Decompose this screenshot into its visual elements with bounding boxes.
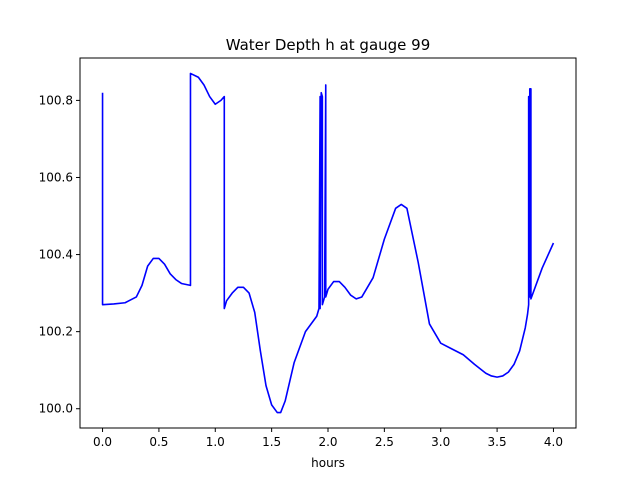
y-tick-label: 100.4: [39, 248, 73, 262]
x-tick-label: 3.0: [431, 435, 450, 449]
x-axis: 0.0 0.5 1.0 1.5 2.0 2.5 3.0 3.5 4.0: [93, 428, 563, 449]
x-tick-label: 2.0: [318, 435, 337, 449]
y-tick-label: 100.8: [39, 93, 73, 107]
y-tick-label: 100.0: [39, 402, 73, 416]
y-axis: 100.0 100.2 100.4 100.6 100.8: [39, 93, 80, 416]
x-tick-label: 2.5: [375, 435, 394, 449]
x-axis-label: hours: [311, 456, 345, 470]
x-tick-label: 3.5: [488, 435, 507, 449]
y-tick-label: 100.6: [39, 170, 73, 184]
chart-title: Water Depth h at gauge 99: [226, 36, 431, 54]
x-tick-label: 1.5: [262, 435, 281, 449]
x-tick-label: 0.5: [149, 435, 168, 449]
series-line: [101, 72, 555, 414]
x-tick-label: 1.0: [206, 435, 225, 449]
x-tick-label: 4.0: [544, 435, 563, 449]
y-tick-label: 100.2: [39, 325, 73, 339]
x-tick-label: 0.0: [93, 435, 112, 449]
